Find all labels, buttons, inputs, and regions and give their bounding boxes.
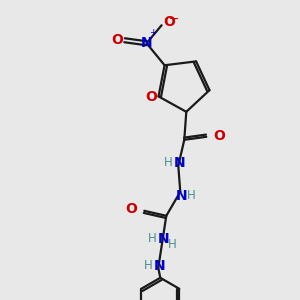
Text: H: H [144, 259, 153, 272]
Text: N: N [176, 189, 187, 203]
Text: H: H [164, 156, 173, 169]
Text: O: O [164, 15, 175, 29]
Text: N: N [173, 156, 185, 170]
Text: H: H [187, 189, 196, 202]
Text: O: O [146, 90, 158, 104]
Text: H: H [148, 232, 157, 245]
Text: H: H [168, 238, 177, 251]
Text: N: N [141, 36, 152, 50]
Text: O: O [112, 33, 124, 47]
Text: N: N [154, 259, 165, 273]
Text: O: O [213, 129, 225, 143]
Text: +: + [148, 28, 156, 37]
Text: O: O [125, 202, 137, 216]
Text: N: N [158, 232, 169, 246]
Text: −: − [168, 13, 179, 26]
